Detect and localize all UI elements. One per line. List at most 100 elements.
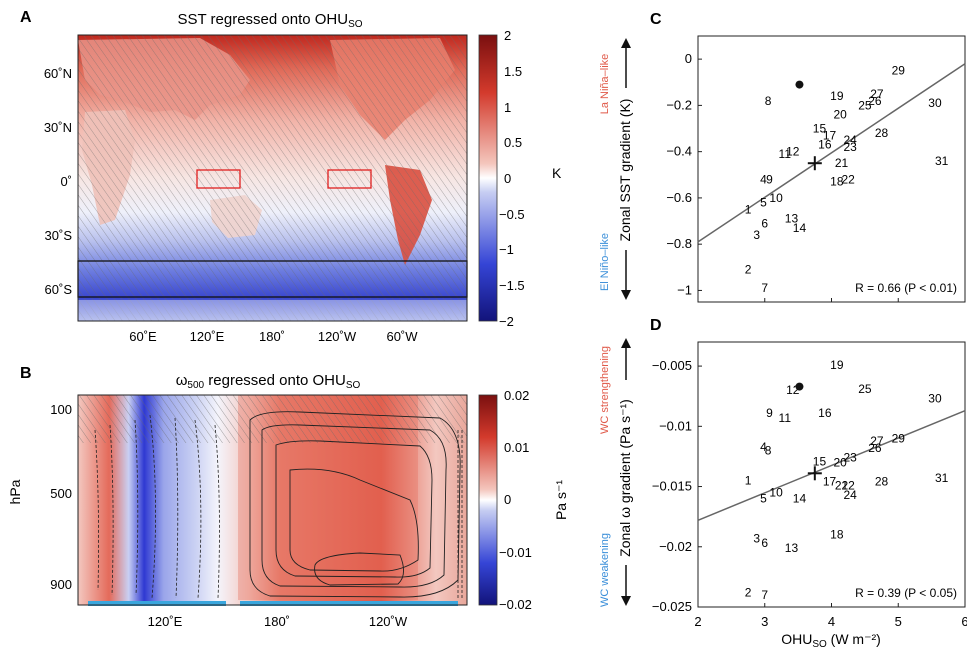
panel-d-y-tick-label: −0.02: [659, 539, 692, 554]
panel-d-x-tick-label: 6: [961, 614, 967, 629]
panel-c-correlation-annotation: R = 0.66 (P < 0.01): [855, 281, 957, 295]
panel-c-side-label-bottom: El Niño–like: [599, 233, 611, 291]
panel-a-letter: A: [20, 9, 32, 26]
panel-d-model-point-15: 15: [813, 454, 827, 468]
panel-c-model-point-7: 7: [761, 281, 768, 295]
panel-d-model-point-16: 16: [818, 406, 832, 420]
panel-b-title: ω500 regressed onto OHUSO: [176, 372, 361, 391]
panel-c-model-point-6: 6: [761, 216, 768, 230]
panel-d-y-label: Zonal ω gradient (Pa s⁻¹): [617, 399, 633, 557]
panel-c-model-point-18: 18: [830, 175, 844, 189]
panel-c-plot-frame: [697, 35, 966, 303]
omega-y-tick-100: 100: [50, 402, 72, 417]
panel-c-y-tick-label: −0.2: [666, 97, 692, 112]
panel-c-y-tick-label: −0.4: [666, 144, 692, 159]
omega-cbar-tick-neg0.02: −0.02: [499, 597, 532, 612]
panel-c-model-point-19: 19: [830, 89, 844, 103]
panel-d-y-arrow: [621, 338, 631, 606]
omega-x-tick-180: 180˚: [264, 614, 290, 629]
panel-d-model-point-8: 8: [765, 443, 772, 457]
panel-c-model-point-22: 22: [842, 172, 856, 186]
panel-c-letter: C: [650, 11, 662, 28]
sst-cbar-tick-neg2: −2: [499, 314, 514, 329]
panel-c-model-point-27: 27: [870, 87, 884, 101]
panel-c-y-tick-label: −0.6: [666, 190, 692, 205]
panel-c-model-point-26: 26: [868, 94, 882, 108]
panel-d-model-point-31: 31: [935, 471, 949, 485]
omega-contours-dashed: [94, 414, 463, 600]
panel-d-model-point-13: 13: [785, 541, 799, 555]
panel-d-y-tick-label: −0.015: [652, 479, 692, 494]
panel-d-model-point-17: 17: [823, 475, 837, 489]
panel-c-model-point-16: 16: [818, 138, 832, 152]
panel-d-model-point-9: 9: [766, 406, 773, 420]
panel-b-letter: B: [20, 365, 32, 382]
omega-section: [77, 394, 468, 606]
omega-cbar-tick-0.02: 0.02: [504, 388, 529, 403]
panel-d-x-tick-label: 3: [761, 614, 768, 629]
panel-c-y-tick-label: −1: [677, 282, 692, 297]
panel-c-side-label-top: La Niña–like: [599, 54, 611, 115]
lat-tick-0: 0˚: [60, 174, 72, 189]
panel-c-observation-dot: [795, 80, 804, 89]
lat-tick-30s: 30˚S: [45, 228, 73, 243]
omega-cbar-tick-0: 0: [504, 492, 511, 507]
omega-y-tick-500: 500: [50, 486, 72, 501]
omega-cbar-tick-0.01: 0.01: [504, 440, 529, 455]
panel-c-model-point-29: 29: [892, 64, 906, 78]
panel-d-y-tick-label: −0.025: [652, 599, 692, 614]
panel-a-title: SST regressed onto OHUSO: [177, 11, 362, 30]
omega-colorbar: 0.02 0.01 0 −0.01 −0.02 Pa s⁻¹: [478, 388, 569, 612]
panel-c-model-point-5: 5: [760, 196, 767, 210]
panel-c-model-point-21: 21: [835, 156, 849, 170]
lon-tick-120w: 120˚W: [318, 329, 357, 344]
lon-tick-60e: 60˚E: [129, 329, 157, 344]
omega-x-tick-120w: 120˚W: [369, 614, 408, 629]
panel-c-model-point-11: 11: [779, 147, 792, 161]
panel-d-y-tick-label: −0.005: [652, 358, 692, 373]
panel-d-model-point-25: 25: [858, 382, 872, 396]
omega-x-axis: 120˚E 180˚ 120˚W: [148, 614, 408, 629]
panel-d-side-label-bottom: WC weakening: [599, 533, 611, 607]
lon-tick-180: 180˚: [259, 329, 285, 344]
panel-d-x-tick-label: 5: [895, 614, 902, 629]
omega-x-tick-120e: 120˚E: [148, 614, 183, 629]
panel-d-model-point-30: 30: [928, 392, 942, 406]
panel-d-model-point-27: 27: [870, 434, 884, 448]
panel-d-model-point-1: 1: [745, 474, 752, 488]
panel-c-model-point-24: 24: [844, 133, 858, 147]
panel-d-model-point-6: 6: [761, 536, 768, 550]
lon-tick-120e: 120˚E: [190, 329, 225, 344]
panel-d-model-point-20: 20: [833, 455, 847, 469]
lat-tick-60s: 60˚S: [45, 282, 73, 297]
panel-d-model-point-28: 28: [875, 475, 889, 489]
sst-cbar-tick-1: 1: [504, 100, 511, 115]
panel-d-model-point-18: 18: [830, 528, 844, 542]
scatter-panel-c: 0−0.2−0.4−0.6−0.8−1123456789101112131415…: [666, 35, 966, 303]
omega-y-axis: 100 500 900 hPa: [7, 402, 72, 592]
panel-c-model-point-30: 30: [928, 96, 942, 110]
lat-tick-60n: 60˚N: [44, 66, 72, 81]
panel-c-model-point-23: 23: [844, 140, 858, 154]
panel-d-x-tick-label: 2: [694, 614, 701, 629]
omega-cbar-tick-neg0.01: −0.01: [499, 545, 532, 560]
panel-d-model-point-23: 23: [844, 451, 858, 465]
sst-cbar-tick-0: 0: [504, 171, 511, 186]
sst-lat-axis: 60˚N 30˚N 0˚ 30˚S 60˚S: [44, 66, 73, 297]
region-box-west-pacific: [196, 169, 241, 189]
panel-d-model-point-29: 29: [892, 431, 906, 445]
panel-a-title-subscript: SO: [348, 19, 363, 30]
panel-c-model-point-17: 17: [823, 128, 837, 142]
panel-d-model-point-22: 22: [842, 478, 856, 492]
sst-cbar-tick-neg1.5: −1.5: [499, 278, 525, 293]
panel-c-model-point-14: 14: [793, 221, 807, 235]
panel-c-model-point-13: 13: [785, 212, 799, 226]
panel-d-model-point-3: 3: [753, 531, 760, 545]
panel-d-model-point-5: 5: [760, 492, 767, 506]
panel-c-y-label: Zonal SST gradient (K): [617, 99, 633, 242]
panel-d-model-point-21: 21: [835, 478, 849, 492]
lat-tick-30n: 30˚N: [44, 120, 72, 135]
panel-c-model-point-8: 8: [765, 94, 772, 108]
